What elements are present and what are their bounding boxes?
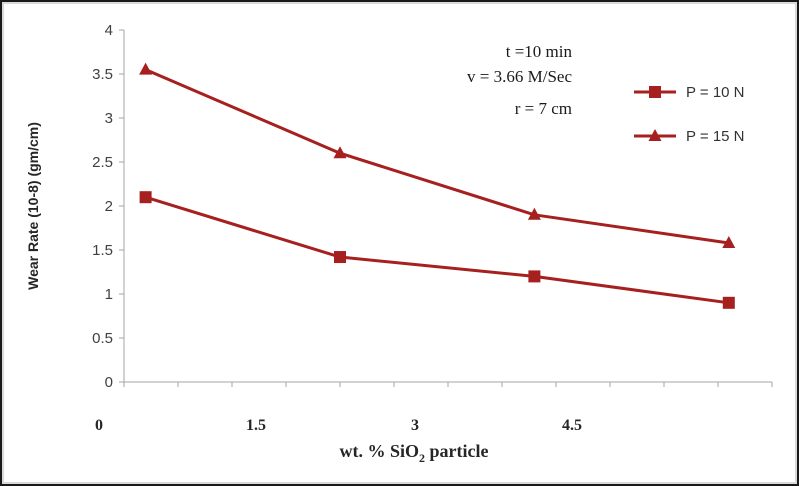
x-axis-title-part: 2 [419,451,425,465]
y-axis-title: Wear Rate (10-8) (gm/cm) [25,122,41,290]
legend-label: P = 15 N [686,128,745,145]
y-tick-label: 0.5 [92,330,113,347]
legend-marker-1 [649,86,661,98]
x-axis-title-part: wt. % SiO [340,441,420,461]
y-tick-label: 3.5 [92,66,113,83]
data-point-series-2 [722,235,736,248]
x-tick-label: 3 [411,417,419,434]
y-tick-label: 4 [105,22,113,39]
condition-annotation: v = 3.66 M/Sec [467,67,572,86]
series-line-1 [145,195,730,305]
data-point-series-1 [722,296,735,309]
y-tick-label: 1 [105,286,113,303]
series-line-2 [145,68,730,245]
data-point-series-2 [527,207,541,220]
data-point-series-1 [528,270,541,283]
y-tick-label: 2 [105,198,113,215]
data-point-series-2 [333,146,347,159]
y-tick-label: 2.5 [92,154,113,171]
legend-label: P = 10 N [686,84,745,101]
data-point-series-2 [139,62,153,75]
data-point-series-1 [334,251,346,264]
legend-marker-2 [648,129,662,141]
y-tick-label: 3 [105,110,113,127]
x-tick-label: 1.5 [246,417,266,434]
x-axis-title: wt. % SiO2 particle [340,441,489,465]
condition-annotation: r = 7 cm [515,99,572,118]
y-tick-label: 0 [105,374,113,391]
x-tick-label: 4.5 [562,417,582,434]
data-point-series-1 [139,191,152,204]
y-tick-label: 1.5 [92,242,113,259]
x-tick-label: 0 [95,417,103,434]
condition-annotation: t =10 min [506,42,573,61]
x-axis-title-part: particle [425,441,488,461]
